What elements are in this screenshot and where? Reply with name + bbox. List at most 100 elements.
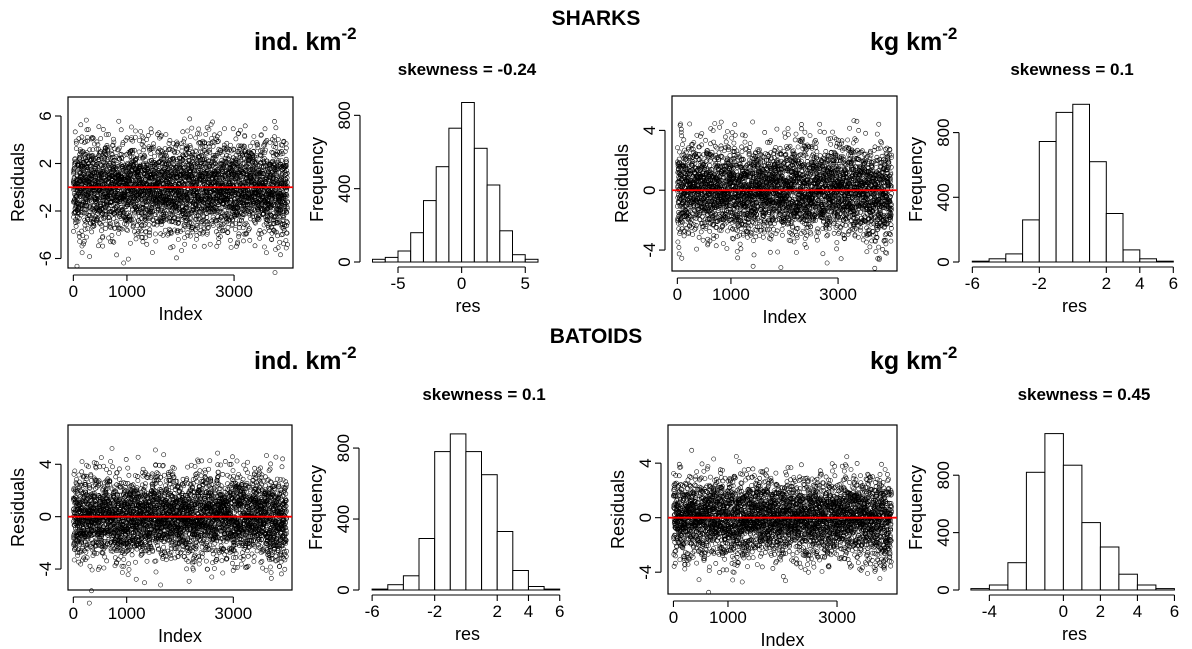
histogram-bar xyxy=(423,200,437,263)
histogram-bar xyxy=(473,147,488,263)
data-point xyxy=(717,124,722,130)
data-point xyxy=(707,228,713,234)
data-point xyxy=(252,243,258,249)
data-point xyxy=(150,250,155,255)
section-title-sharks: SHARKS xyxy=(552,7,641,30)
data-point xyxy=(167,138,173,143)
data-point xyxy=(272,119,277,124)
x-axis-label: Index xyxy=(158,304,202,324)
data-point xyxy=(77,234,82,239)
data-point xyxy=(189,125,195,131)
data-point xyxy=(75,183,81,189)
data-point xyxy=(116,231,121,236)
data-point xyxy=(250,140,256,146)
data-point xyxy=(75,219,81,224)
data-point xyxy=(675,239,681,245)
data-point xyxy=(112,146,118,152)
data-point xyxy=(76,231,82,236)
data-point xyxy=(678,121,683,127)
data-point xyxy=(168,245,173,251)
data-point xyxy=(81,241,86,247)
data-point xyxy=(98,136,104,141)
data-point xyxy=(151,141,156,147)
data-point xyxy=(111,216,117,222)
data-point xyxy=(85,226,91,232)
skewness-title: skewness = -0.24 xyxy=(398,60,537,79)
data-point xyxy=(241,238,246,244)
data-point xyxy=(720,241,726,246)
data-point xyxy=(723,139,729,145)
data-point xyxy=(693,223,699,228)
data-point xyxy=(247,237,253,243)
data-point xyxy=(182,241,188,247)
y-axis-label: Frequency xyxy=(307,137,327,222)
histogram-bar xyxy=(512,254,526,263)
data-point xyxy=(236,231,242,237)
data-point xyxy=(71,228,76,234)
x-axis-label: res xyxy=(455,296,480,316)
data-point xyxy=(73,220,78,225)
data-point xyxy=(713,243,719,249)
data-point xyxy=(203,132,209,137)
data-point xyxy=(152,153,157,159)
data-point xyxy=(275,137,281,142)
data-point xyxy=(207,241,213,247)
data-point xyxy=(79,228,84,234)
data-point xyxy=(80,199,85,205)
x-tick-label: 5 xyxy=(521,274,530,293)
y-tick-label: 6 xyxy=(36,111,55,120)
data-point xyxy=(718,143,724,149)
data-point xyxy=(109,233,115,238)
data-point xyxy=(194,233,200,238)
data-point xyxy=(678,126,684,132)
data-point xyxy=(681,233,687,239)
data-point xyxy=(251,134,257,139)
data-point xyxy=(125,228,130,233)
histogram-bar xyxy=(372,258,386,263)
data-point xyxy=(114,252,119,258)
data-point xyxy=(71,166,77,171)
data-point xyxy=(162,227,168,233)
data-point xyxy=(129,124,134,130)
data-point xyxy=(208,122,214,127)
data-point xyxy=(707,163,713,168)
data-point xyxy=(707,158,713,163)
data-point xyxy=(228,245,234,250)
histogram-bar xyxy=(461,102,475,263)
data-point xyxy=(185,128,190,134)
data-point xyxy=(179,248,184,253)
data-point xyxy=(116,118,122,124)
data-point xyxy=(78,149,83,155)
data-point xyxy=(123,137,129,143)
data-point xyxy=(82,226,88,232)
data-point xyxy=(262,244,267,250)
data-point xyxy=(227,237,233,243)
data-point xyxy=(194,149,199,154)
data-point xyxy=(679,255,685,261)
data-point xyxy=(91,221,97,227)
y-tick-label: -2 xyxy=(36,203,55,218)
data-point xyxy=(81,239,87,244)
data-point xyxy=(153,231,158,237)
data-point xyxy=(76,201,81,207)
data-point xyxy=(90,147,96,153)
data-point xyxy=(90,136,95,142)
data-point xyxy=(723,134,728,140)
data-point xyxy=(121,260,127,266)
data-point xyxy=(216,240,222,245)
data-point xyxy=(84,203,90,209)
heading-base: kg km xyxy=(870,347,942,375)
data-point xyxy=(680,142,685,147)
data-point xyxy=(153,238,159,244)
data-point xyxy=(79,250,85,256)
data-point xyxy=(85,135,90,140)
data-point xyxy=(82,222,88,228)
data-point xyxy=(90,135,96,141)
data-point xyxy=(96,124,102,130)
data-point xyxy=(714,233,719,239)
data-point xyxy=(96,243,101,249)
y-tick-label: 2 xyxy=(36,159,55,168)
data-point xyxy=(225,225,231,230)
